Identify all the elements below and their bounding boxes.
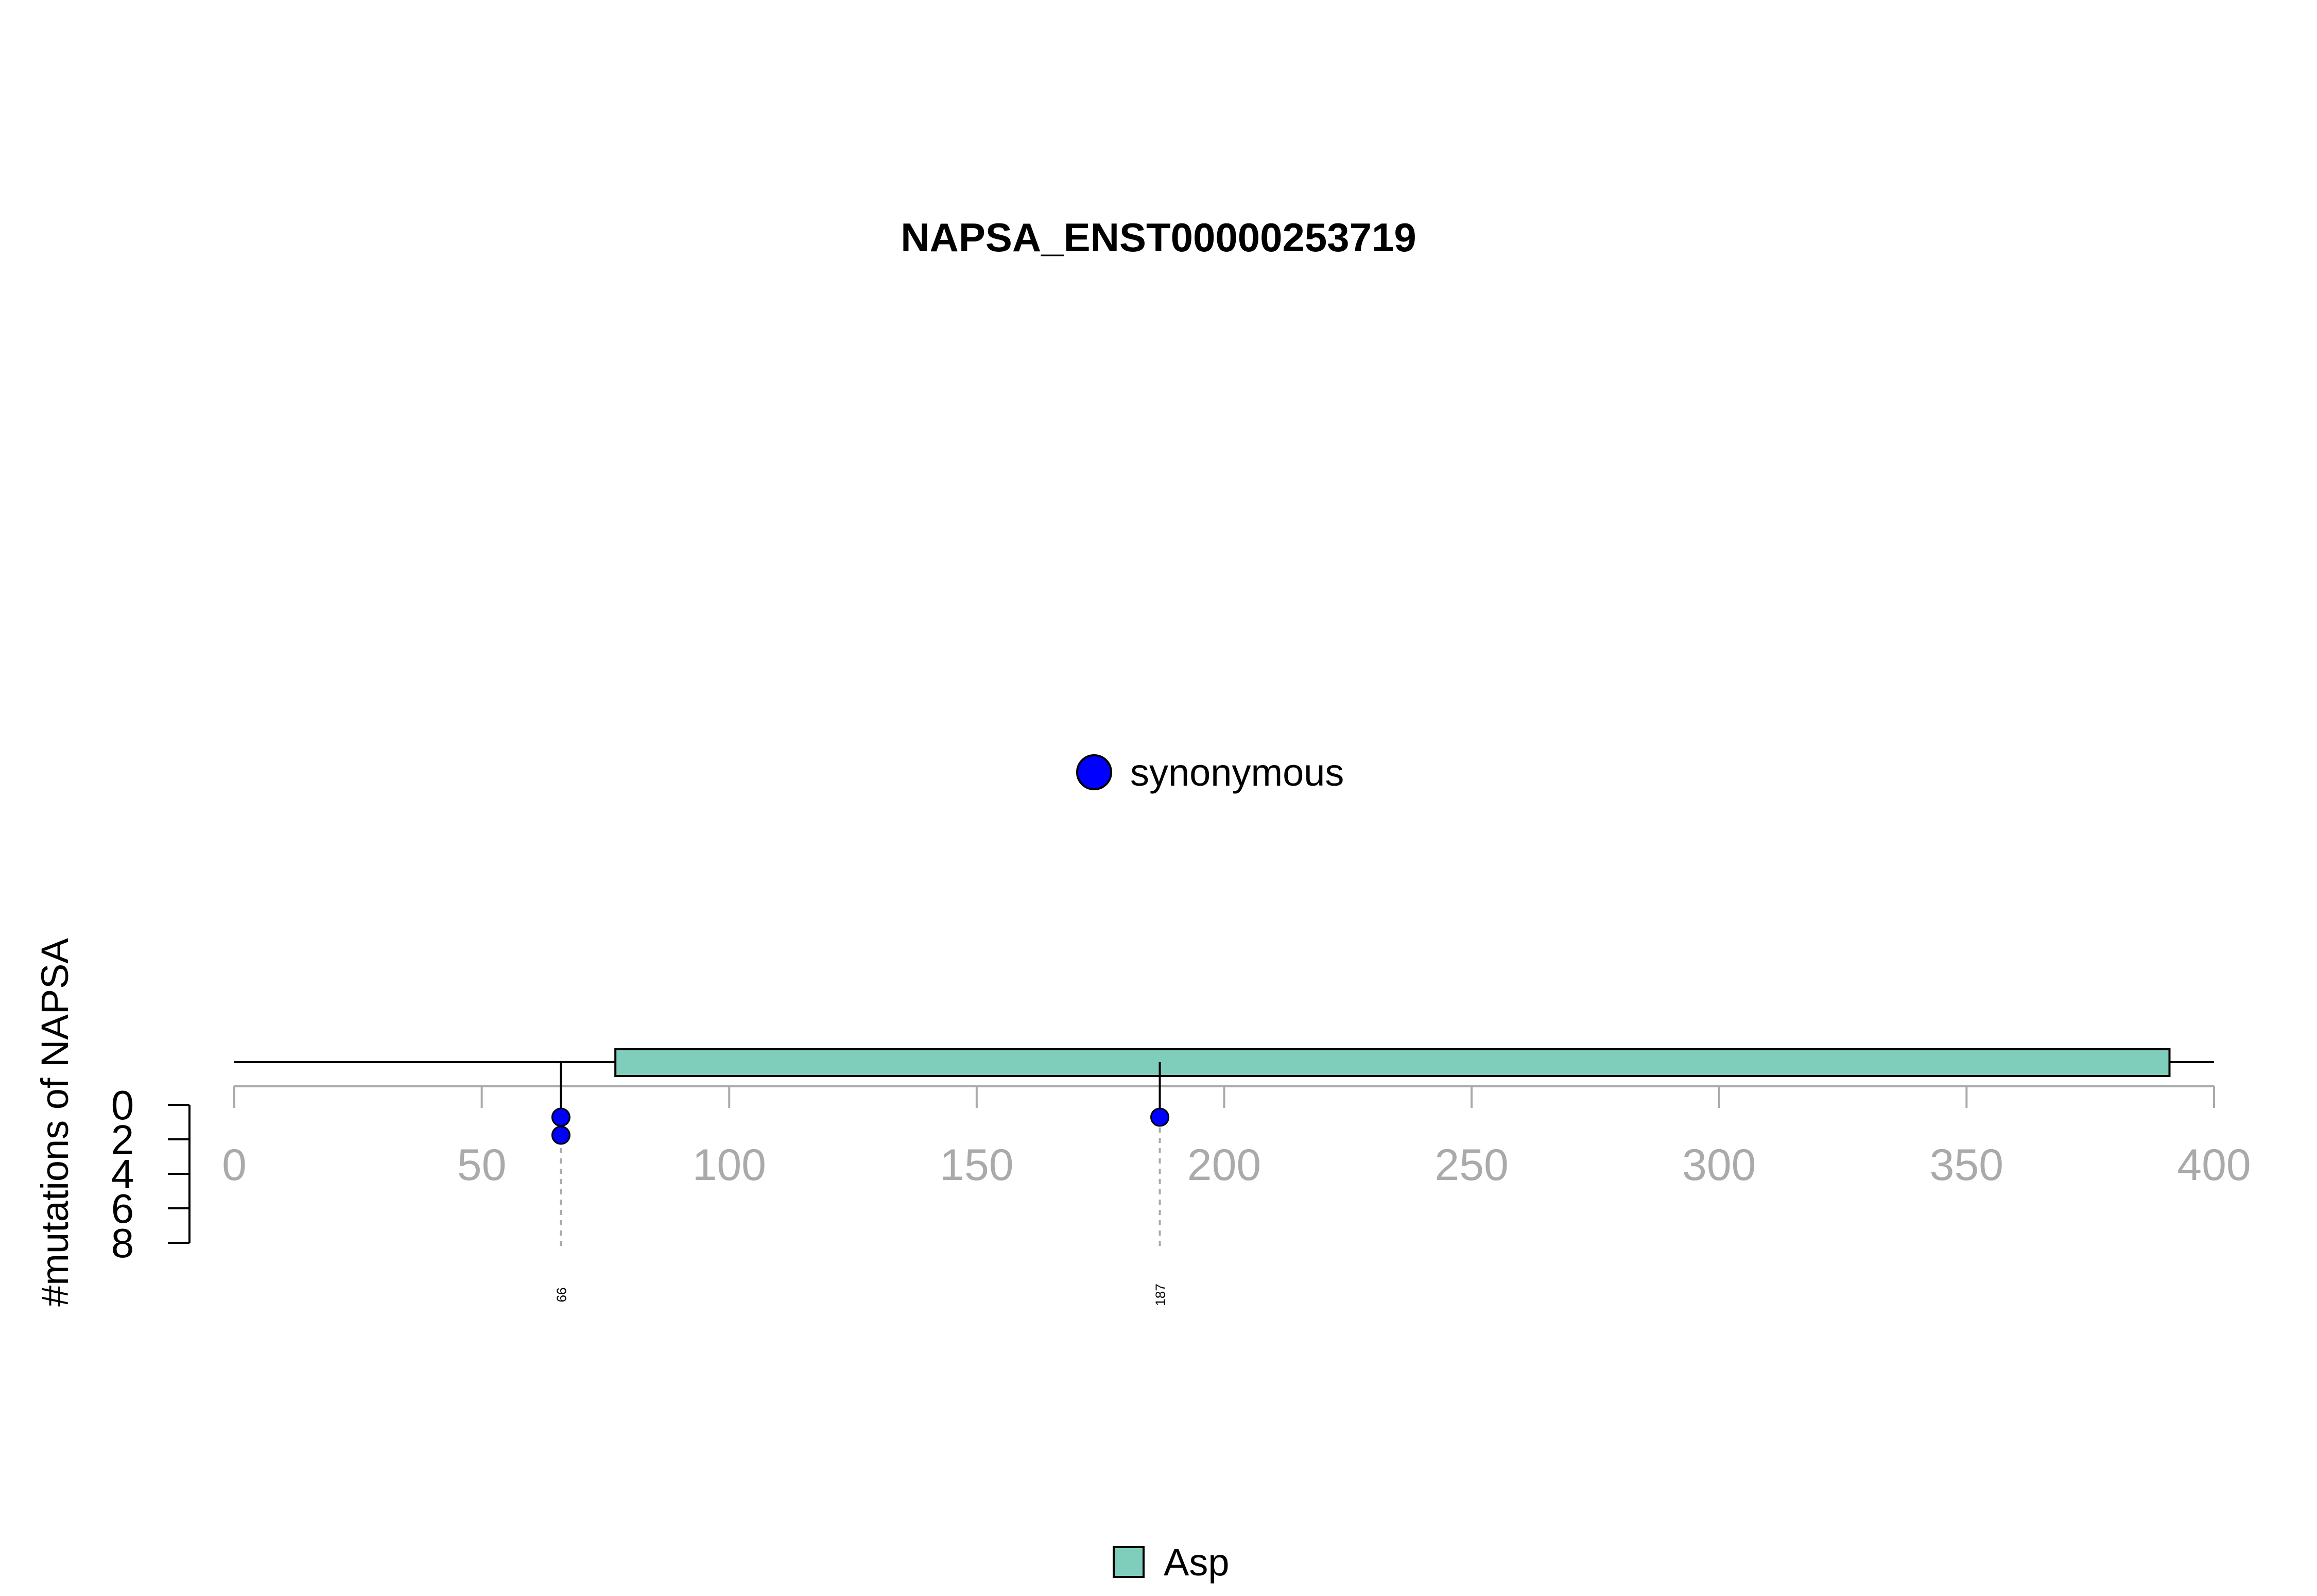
mutation-point-66-1 xyxy=(551,1107,570,1127)
mutation-layer: 66 187 xyxy=(551,1062,1170,1306)
mutation-point-187-1 xyxy=(1150,1107,1170,1127)
domain-legend-label-asp: Asp xyxy=(1164,1541,1230,1584)
domain-legend: Asp xyxy=(1113,1541,1230,1584)
domain-asp-0 xyxy=(614,1048,2171,1077)
y-tick-label-2: 2 xyxy=(111,1117,134,1163)
mutation-label-187: 187 xyxy=(1153,1283,1168,1306)
y-axis-label: #mutations of NAPSA xyxy=(33,938,76,1307)
x-axis: 0 50 100 150 200 250 300 350 400 xyxy=(222,1085,2251,1190)
y-tick-label-4: 4 xyxy=(111,1151,134,1197)
x-tick-label-50: 50 xyxy=(457,1140,507,1190)
legend-marker-synonymous xyxy=(1076,754,1112,790)
x-tick-label-200: 200 xyxy=(1187,1140,1261,1190)
mutation-label-66: 66 xyxy=(554,1288,569,1303)
x-tick-label-350: 350 xyxy=(1930,1140,2004,1190)
x-tick-label-400: 400 xyxy=(2177,1140,2251,1190)
mutation-point-66-2 xyxy=(551,1125,570,1145)
x-tick-label-250: 250 xyxy=(1434,1140,1509,1190)
x-tick-label-0: 0 xyxy=(222,1140,247,1190)
x-tick-label-150: 150 xyxy=(940,1140,1014,1190)
legend-label-synonymous: synonymous xyxy=(1130,751,1344,794)
domain-layer xyxy=(614,1048,2171,1077)
y-tick-label-8: 8 xyxy=(111,1220,134,1266)
y-tick-label-0: 0 xyxy=(111,1082,134,1128)
x-tick-label-300: 300 xyxy=(1682,1140,1756,1190)
mutation-legend: synonymous xyxy=(1076,751,1344,794)
chart-title: NAPSA_ENST00000253719 xyxy=(901,215,1416,260)
y-tick-label-6: 6 xyxy=(111,1186,134,1231)
x-tick-label-100: 100 xyxy=(693,1140,767,1190)
domain-legend-swatch-asp xyxy=(1113,1546,1145,1578)
